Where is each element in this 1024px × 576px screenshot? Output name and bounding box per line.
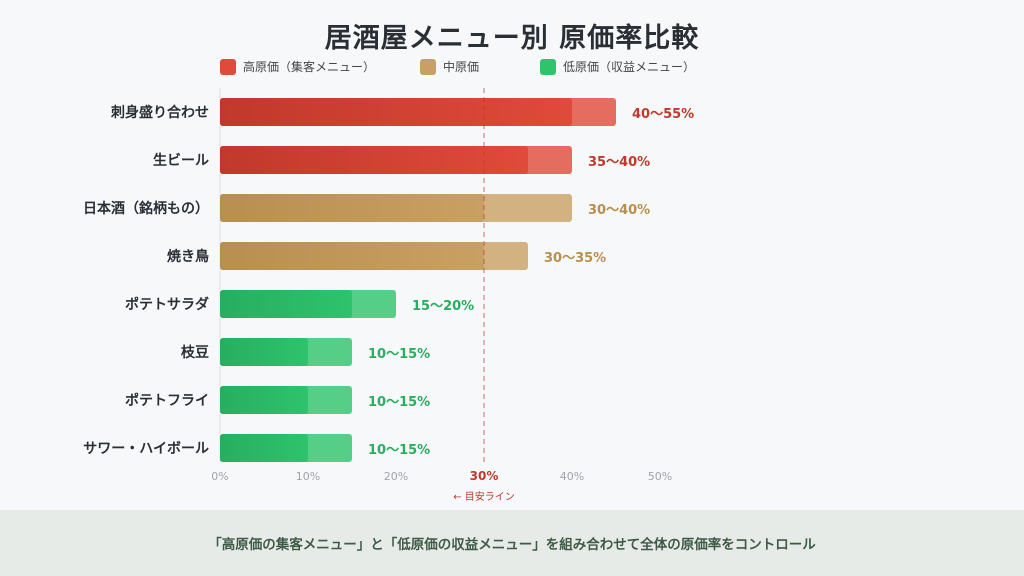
legend-swatch-mid: [420, 58, 436, 75]
bar-base-mid: [220, 194, 484, 222]
legend-label-mid: 中原価: [443, 60, 480, 74]
category-label: 日本酒（銘柄もの）: [83, 200, 209, 217]
x-tick-label: 50%: [648, 470, 672, 483]
bar-base-high: [220, 98, 572, 126]
legend-swatch-high: [220, 58, 236, 75]
legend-label-high: 高原価（集客メニュー）: [243, 60, 376, 74]
bar-base-high: [220, 146, 528, 174]
chart-title: 居酒屋メニュー別 原価率比較: [324, 23, 700, 54]
x-tick-label: 30%: [470, 469, 499, 483]
legend-label-low: 低原価（収益メニュー）: [563, 60, 696, 74]
value-label: 30〜40%: [588, 203, 650, 218]
value-label: 15〜20%: [412, 299, 474, 314]
x-tick-label: 10%: [296, 470, 320, 483]
bar-base-low: [220, 386, 308, 414]
category-label: 枝豆: [180, 344, 209, 361]
bar-base-mid: [220, 242, 484, 270]
legend: 高原価（集客メニュー） 中原価 低原価（収益メニュー）: [0, 58, 1024, 78]
category-label: 刺身盛り合わせ: [111, 104, 209, 121]
reference-note: ← 目安ライン: [453, 490, 515, 503]
value-label: 10〜15%: [368, 395, 430, 410]
legend-item-low: 低原価（収益メニュー）: [540, 58, 695, 75]
value-label: 10〜15%: [368, 443, 430, 458]
x-tick-label: 40%: [560, 470, 584, 483]
legend-item-mid: 中原価: [420, 58, 479, 75]
bar-base-low: [220, 290, 352, 318]
category-label: 生ビール: [153, 152, 209, 169]
value-label: 10〜15%: [368, 347, 430, 362]
footer-note: 「高原価の集客メニュー」と「低原価の収益メニュー」を組み合わせて全体の原価率をコ…: [0, 510, 1024, 576]
x-tick-label: 0%: [211, 470, 228, 483]
legend-swatch-low: [540, 58, 556, 75]
category-label: ポテトサラダ: [125, 296, 209, 313]
category-label: 焼き鳥: [167, 248, 209, 265]
bar-base-low: [220, 434, 308, 462]
bar-base-low: [220, 338, 308, 366]
value-label: 30〜35%: [544, 251, 606, 266]
value-label: 35〜40%: [588, 155, 650, 170]
value-label: 40〜55%: [632, 107, 694, 122]
x-tick-label: 20%: [384, 470, 408, 483]
bar-chart: 0% 10% 20% 30% 40% 50% 刺身盛り合わせ 40〜55% 生ビール 35〜40…: [83, 88, 694, 503]
legend-item-high: 高原価（集客メニュー）: [220, 58, 375, 75]
category-label: ポテトフライ: [125, 392, 209, 409]
category-label: サワー・ハイボール: [83, 441, 209, 457]
